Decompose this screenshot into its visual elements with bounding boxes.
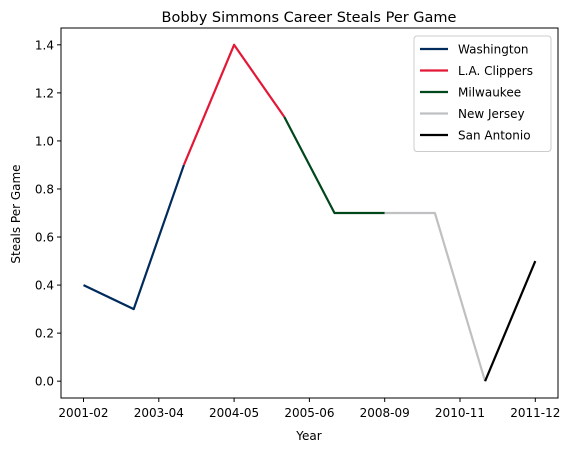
legend-label-milwaukee: Milwaukee [458, 86, 521, 100]
y-tick-label: 0.8 [35, 182, 54, 196]
series-line-l-a-clippers [182, 43, 286, 166]
y-tick-label: 0.6 [35, 231, 54, 245]
x-tick-label: 2005-06 [284, 406, 334, 420]
x-tick-label: 2010-11 [435, 406, 485, 420]
legend-label-san-antonio: San Antonio [458, 129, 531, 143]
series-line-milwaukee [283, 116, 385, 215]
legend-box [413, 35, 552, 152]
legend: Washington L.A. Clippers Milwaukee New Jers… [413, 35, 552, 152]
legend-label-washington: Washington [458, 43, 529, 57]
series-line-washington [83, 164, 185, 311]
x-tick-label: 2001-02 [58, 406, 108, 420]
x-axis: 2001-02 2003-04 2004-05 2005-06 2008-09 2010-… [58, 398, 560, 420]
legend-label-new-jersey: New Jersey [458, 107, 525, 121]
series-line-new-jersey [384, 211, 487, 382]
x-tick-label: 2011-12 [510, 406, 560, 420]
chart-title: Bobby Simmons Career Steals Per Game [162, 10, 457, 26]
series-line-san-antonio [484, 260, 537, 382]
y-tick-label: 1.0 [35, 134, 54, 148]
y-tick-label: 1.2 [35, 86, 54, 100]
x-axis-label: Year [295, 429, 321, 443]
y-axis: 0.0 0.2 0.4 0.6 0.8 1.0 1.2 1.4 [35, 38, 61, 389]
x-tick-label: 2008-09 [360, 406, 410, 420]
y-tick-label: 0.4 [35, 279, 54, 293]
y-tick-label: 0.0 [35, 375, 54, 389]
y-tick-label: 0.2 [35, 327, 54, 341]
x-tick-label: 2004-05 [209, 406, 259, 420]
series-layer [83, 43, 537, 382]
x-tick-label: 2003-04 [134, 406, 184, 420]
y-tick-label: 1.4 [35, 38, 54, 52]
y-axis-label: Steals Per Game [9, 164, 23, 263]
legend-label-l-a-clippers: L.A. Clippers [458, 64, 533, 78]
